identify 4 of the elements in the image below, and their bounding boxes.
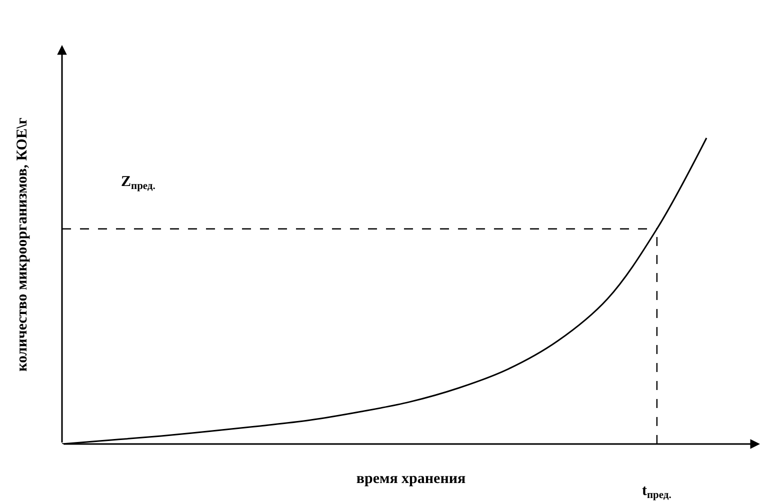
ref-line-label: Z$_{пред.}$ bbox=[121, 174, 156, 192]
x-axis-title: время хранения bbox=[356, 471, 466, 487]
text: t$_{пред.}$ bbox=[642, 483, 672, 502]
y-axis-title: количество микроорганизмов, КОЕ\г bbox=[14, 117, 30, 372]
